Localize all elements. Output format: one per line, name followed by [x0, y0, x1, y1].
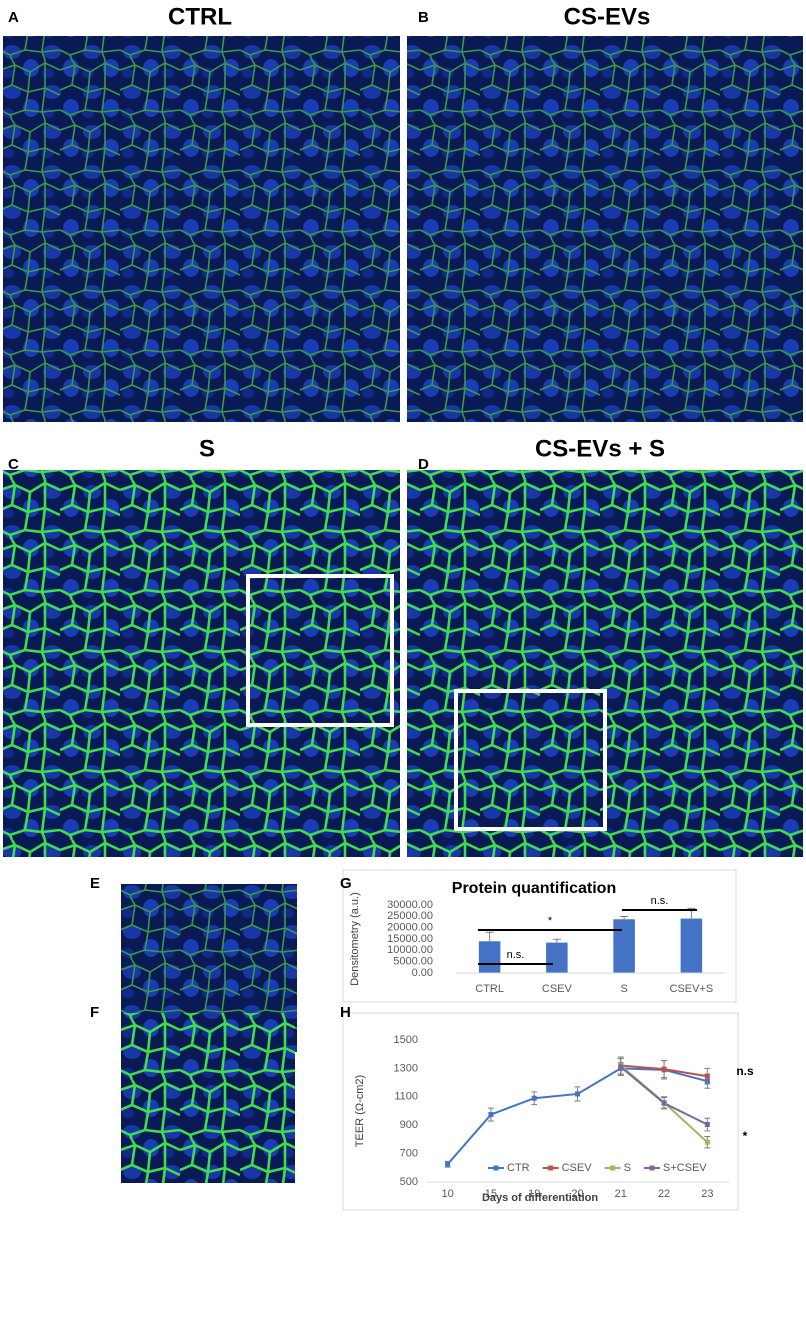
point: [704, 1139, 710, 1145]
x-tick-label: S: [620, 983, 627, 995]
annotation: n.s: [736, 1064, 754, 1078]
cell-borders: [407, 36, 803, 422]
annotation: n.s.: [507, 949, 525, 961]
x-tick-label: CSEV: [542, 983, 573, 995]
x-tick-label: 19: [528, 1188, 540, 1200]
panel-label: E: [90, 875, 100, 892]
legend-label: CSEV: [562, 1162, 593, 1174]
micrograph: [407, 470, 803, 857]
panel-label: G: [340, 875, 352, 892]
point: [661, 1100, 667, 1106]
annotation: *: [548, 915, 553, 927]
y-tick-label: 900: [400, 1119, 418, 1131]
panel-title: S: [199, 435, 215, 462]
bar: [546, 942, 568, 973]
annotation: n.s.: [651, 895, 669, 907]
micrograph: [407, 36, 803, 422]
cell-borders: [3, 470, 400, 857]
chart-frame: [342, 1012, 739, 1211]
panel-label: F: [90, 1004, 99, 1021]
point: [618, 1064, 624, 1070]
y-tick-label: 1500: [394, 1034, 418, 1046]
x-tick-label: 20: [571, 1188, 583, 1200]
x-tick-label: CSEV+S: [670, 983, 714, 995]
panel-title: CS-EVs: [564, 3, 651, 30]
point: [445, 1161, 451, 1167]
x-tick-label: 23: [701, 1188, 713, 1200]
panel-label: D: [418, 456, 429, 473]
bar: [478, 941, 501, 973]
bar: [613, 919, 635, 973]
x-tick-label: 15: [485, 1188, 497, 1200]
bar: [680, 918, 703, 973]
y-tick-label: 30000.00: [387, 899, 433, 911]
panel-title: CTRL: [168, 3, 232, 30]
point: [661, 1066, 667, 1072]
y-tick-label: 500: [400, 1176, 418, 1188]
point: [531, 1095, 537, 1101]
y-axis-label: Densitometry (a.u.): [349, 892, 361, 986]
y-tick-label: 1100: [394, 1091, 418, 1103]
error-bar: [485, 931, 494, 942]
micrograph: [121, 1013, 295, 1183]
chart-title: Protein quantification: [452, 880, 616, 897]
y-axis-label: TEER (Ω-cm2): [354, 1075, 366, 1147]
error-bar: [552, 938, 561, 943]
annotation: *: [743, 1129, 748, 1143]
zoom-box: [246, 574, 394, 727]
point: [704, 1121, 710, 1127]
legend-marker: [610, 1165, 616, 1171]
x-tick-label: 10: [442, 1188, 454, 1200]
point: [575, 1091, 580, 1097]
x-tick-label: 21: [615, 1188, 627, 1200]
panel-label: B: [418, 9, 429, 26]
panel-label: A: [8, 9, 19, 26]
panel-title: CS-EVs + S: [535, 435, 665, 462]
chart-frame: [342, 869, 737, 1003]
point: [704, 1073, 710, 1079]
legend-label: CTR: [507, 1162, 530, 1174]
y-tick-label: 5000.00: [393, 956, 433, 968]
point: [488, 1112, 494, 1118]
x-tick-label: 22: [658, 1188, 670, 1200]
micrograph: [3, 36, 400, 422]
error-bar: [620, 916, 629, 920]
y-tick-label: 25000.00: [387, 910, 433, 922]
y-tick-label: 10000.00: [387, 944, 433, 956]
panel-label: C: [8, 456, 19, 473]
legend-marker: [548, 1165, 554, 1171]
zoom-box: [454, 689, 607, 831]
y-tick-label: 1300: [394, 1062, 418, 1074]
x-tick-label: CTRL: [475, 983, 504, 995]
panel-label: H: [340, 1004, 351, 1021]
y-tick-label: 0.00: [412, 967, 433, 979]
y-tick-label: 15000.00: [387, 933, 433, 945]
y-tick-label: 20000.00: [387, 922, 433, 934]
y-tick-label: 700: [400, 1148, 418, 1160]
x-axis-label: Days of differentiation: [482, 1192, 598, 1204]
legend-marker: [493, 1165, 499, 1171]
micrograph: [3, 470, 400, 857]
cell-borders: [3, 36, 400, 422]
legend-label: S: [624, 1162, 631, 1174]
legend-label: S+CSEV: [663, 1162, 707, 1174]
legend-marker: [649, 1165, 655, 1171]
cell-borders: [121, 1013, 295, 1183]
